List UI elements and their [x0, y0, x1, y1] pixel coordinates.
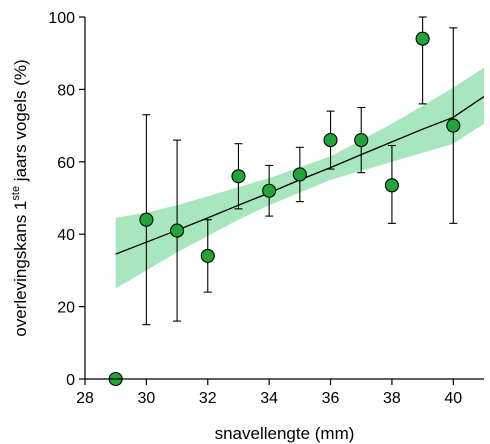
y-axis-title-part1: overlevingskans 1 — [11, 201, 30, 337]
x-tick-label: 34 — [260, 390, 278, 407]
data-point — [139, 212, 154, 227]
y-tick-label: 60 — [57, 155, 75, 172]
data-point — [262, 183, 277, 198]
data-point — [354, 133, 369, 148]
x-tick-label: 40 — [444, 390, 462, 407]
x-tick-label: 28 — [76, 390, 94, 407]
data-point — [323, 133, 338, 148]
y-axis-title-superscript: ste — [10, 186, 22, 201]
data-points-layer — [108, 31, 461, 387]
axes: 28 30 32 34 36 38 40 0 20 40 60 80 100 — [48, 10, 484, 407]
y-tick-label: 100 — [48, 10, 75, 27]
x-axis-title: snavellengte (mm) — [215, 424, 355, 443]
data-point — [292, 167, 307, 182]
y-tick-label: 20 — [57, 300, 75, 317]
y-axis-title: overlevingskans 1ste jaars vogels (%) — [10, 59, 30, 336]
y-axis-title-part2: jaars vogels (%) — [11, 59, 30, 186]
error-bar — [418, 16, 427, 105]
x-tick-label: 32 — [199, 390, 217, 407]
data-point — [231, 169, 246, 184]
data-point — [415, 31, 430, 46]
x-tick-label: 30 — [137, 390, 155, 407]
data-point — [384, 178, 399, 193]
y-tick-label: 40 — [57, 227, 75, 244]
y-tick-label: 0 — [66, 372, 75, 389]
data-point — [200, 248, 215, 263]
y-tick-label: 80 — [57, 82, 75, 99]
data-point — [446, 118, 461, 133]
x-tick-label: 36 — [322, 390, 340, 407]
data-point — [170, 223, 185, 238]
x-tick-label: 38 — [383, 390, 401, 407]
